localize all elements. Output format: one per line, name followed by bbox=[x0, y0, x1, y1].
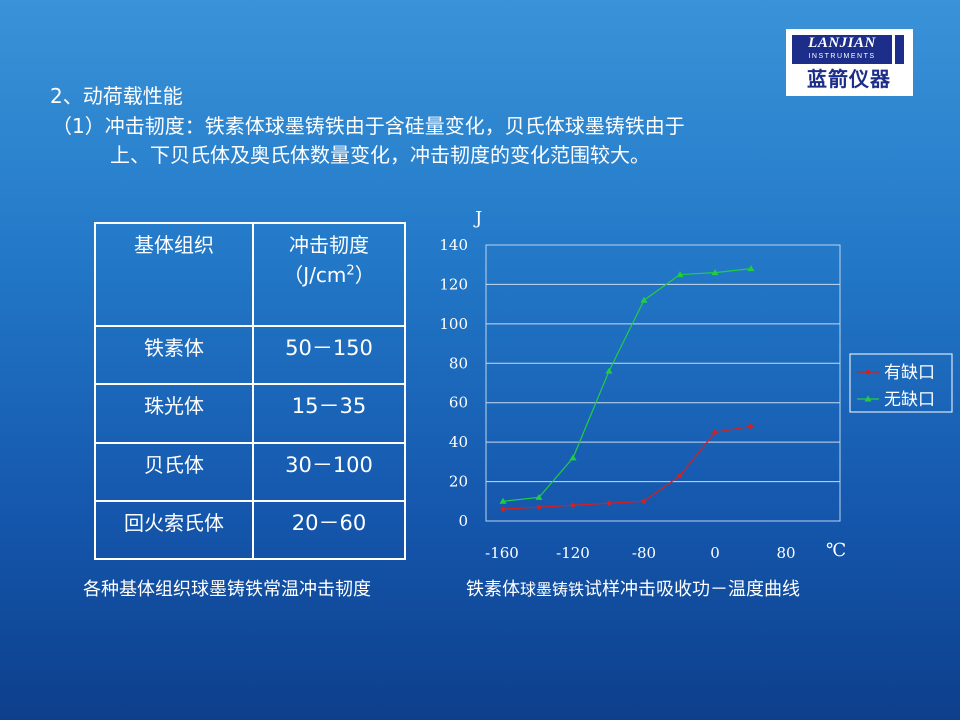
chart-caption-part-3: 试样冲击吸收功－温度曲线 bbox=[584, 579, 801, 600]
data-point bbox=[677, 472, 683, 479]
plot-frame bbox=[485, 244, 841, 522]
logo-bar bbox=[895, 35, 904, 64]
data-point bbox=[640, 296, 648, 303]
data-point bbox=[536, 504, 542, 511]
legend-box bbox=[849, 353, 953, 413]
legend-label: 无缺口 bbox=[884, 390, 935, 410]
row-value: 50－150 bbox=[252, 325, 406, 386]
impact-toughness-table: 基体组织 冲击韧度 （J/cm2） 铁素体 50－150 珠光体 15－35 贝… bbox=[94, 221, 406, 561]
legend-marker bbox=[864, 395, 872, 402]
header-unit-close: ） bbox=[354, 263, 375, 287]
table-row: 回火索氏体 20－60 bbox=[94, 499, 406, 561]
chart-caption-part-1: 铁素体 bbox=[466, 579, 520, 600]
paragraph-line-1: （1）冲击韧度：铁素体球墨铸铁由于含硅量变化，贝氏体球墨铸铁由于 bbox=[52, 114, 685, 138]
logo-band: LANJIAN INSTRUMENTS bbox=[792, 35, 892, 64]
header-unit-sup: 2 bbox=[346, 263, 355, 279]
x-tick-label: 0 bbox=[710, 544, 720, 562]
company-logo: LANJIAN INSTRUMENTS 蓝箭仪器 bbox=[786, 29, 913, 96]
table-row: 珠光体 15－35 bbox=[94, 383, 406, 444]
y-tick-label: 0 bbox=[458, 512, 468, 530]
table-row: 铁素体 50－150 bbox=[94, 325, 406, 386]
data-point bbox=[606, 500, 612, 507]
data-point bbox=[500, 506, 506, 513]
row-value: 15－35 bbox=[252, 383, 406, 444]
data-point bbox=[569, 454, 577, 461]
data-point bbox=[747, 265, 755, 272]
table-row: 贝氏体 30－100 bbox=[94, 441, 406, 502]
y-tick-label: 100 bbox=[439, 315, 468, 333]
row-value: 30－100 bbox=[252, 441, 406, 502]
y-tick-label: 60 bbox=[449, 394, 468, 412]
x-axis-label: ℃ bbox=[826, 540, 846, 561]
header-matrix: 基体组织 bbox=[94, 221, 254, 328]
row-value: 20－60 bbox=[252, 499, 406, 561]
header-unit: （J/cm2） bbox=[283, 263, 374, 287]
header-toughness-label: 冲击韧度 bbox=[289, 233, 369, 257]
y-tick-label: 120 bbox=[439, 275, 468, 293]
legend-marker bbox=[865, 369, 871, 375]
data-point bbox=[712, 429, 718, 436]
series-line bbox=[502, 268, 752, 502]
legend-label: 有缺口 bbox=[884, 363, 935, 383]
logo-chinese-name: 蓝箭仪器 bbox=[807, 67, 891, 91]
header-unit-open: （J/cm bbox=[283, 263, 347, 287]
series-line bbox=[502, 425, 752, 510]
data-point bbox=[499, 497, 507, 504]
data-point bbox=[676, 271, 684, 278]
chart-caption-part-2: 球墨铸铁 bbox=[520, 580, 585, 599]
data-point bbox=[570, 502, 576, 509]
x-tick-label: -80 bbox=[632, 544, 656, 562]
data-point bbox=[641, 498, 647, 505]
chart-caption: 铁素体球墨铸铁试样冲击吸收功－温度曲线 bbox=[466, 578, 800, 602]
paragraph-line-2: 上、下贝氏体及奥氏体数量变化，冲击韧度的变化范围较大。 bbox=[110, 143, 650, 167]
data-point bbox=[535, 493, 543, 500]
section-heading: 2、动荷载性能 bbox=[50, 84, 183, 108]
x-tick-label: 80 bbox=[776, 544, 795, 562]
data-point bbox=[605, 367, 613, 374]
logo-english-name: LANJIAN bbox=[808, 35, 876, 51]
y-axis-label: J bbox=[473, 208, 482, 229]
y-tick-label: 80 bbox=[449, 354, 468, 372]
data-point bbox=[748, 423, 754, 430]
row-matrix: 珠光体 bbox=[94, 383, 254, 444]
header-toughness: 冲击韧度 （J/cm2） bbox=[252, 221, 406, 328]
x-tick-label: -160 bbox=[485, 544, 519, 562]
row-matrix: 贝氏体 bbox=[94, 441, 254, 502]
row-matrix: 铁素体 bbox=[94, 325, 254, 386]
data-point bbox=[711, 269, 719, 276]
x-tick-label: -120 bbox=[556, 544, 590, 562]
y-tick-label: 140 bbox=[439, 236, 468, 254]
logo-subtitle: INSTRUMENTS bbox=[808, 53, 876, 60]
table-caption: 各种基体组织球墨铸铁常温冲击韧度 bbox=[83, 579, 371, 600]
y-tick-label: 20 bbox=[449, 473, 468, 491]
row-matrix: 回火索氏体 bbox=[94, 499, 254, 561]
table-header-row: 基体组织 冲击韧度 （J/cm2） bbox=[94, 221, 406, 328]
y-tick-label: 40 bbox=[449, 433, 468, 451]
